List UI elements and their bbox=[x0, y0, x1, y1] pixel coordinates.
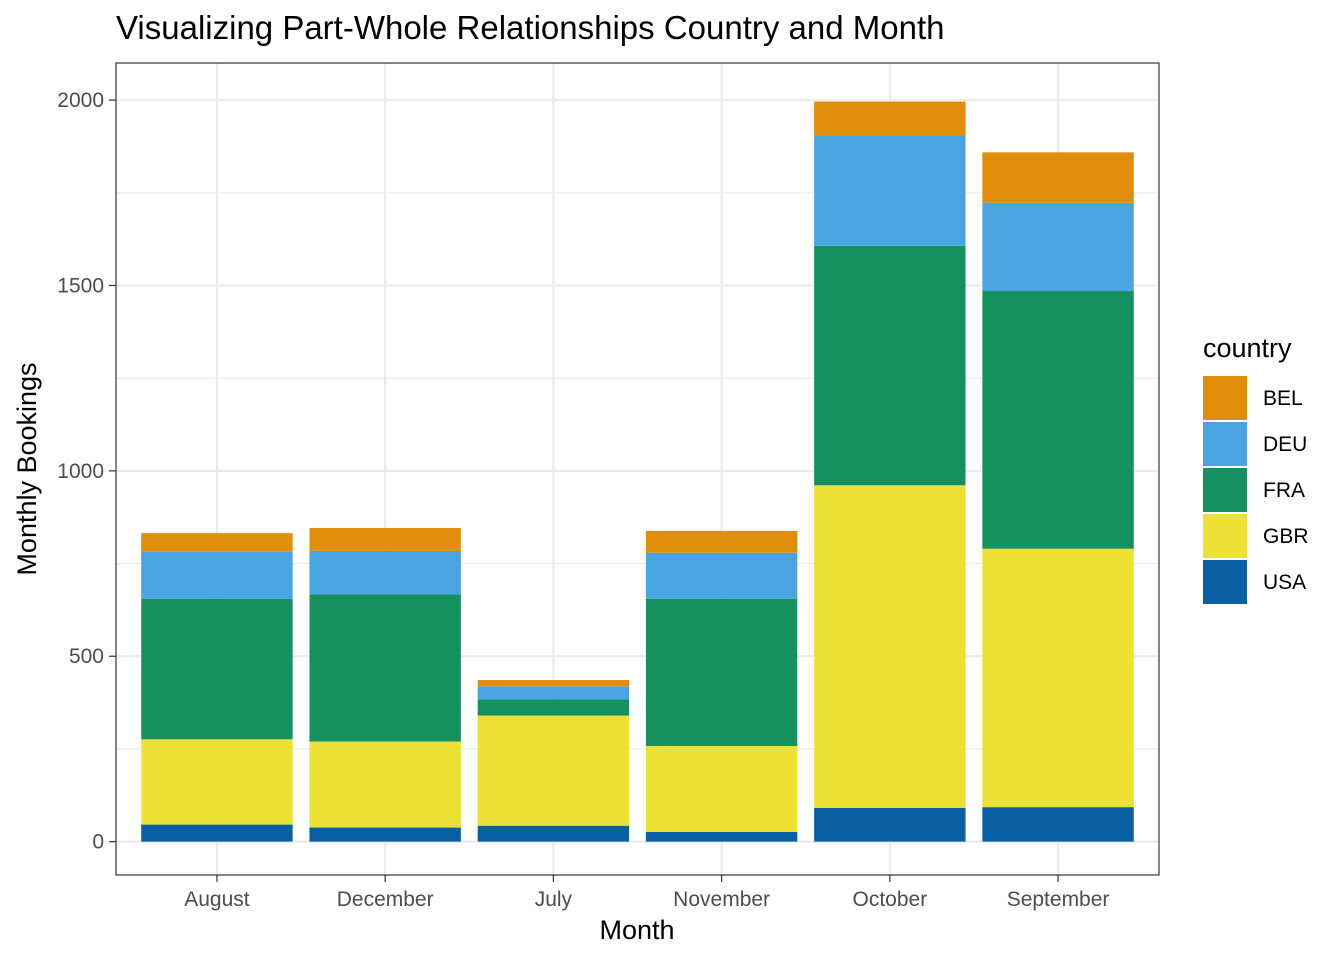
bar-segment-september-deu bbox=[982, 202, 1134, 292]
y-tick-label: 2000 bbox=[57, 89, 104, 112]
bar-segment-july-gbr bbox=[477, 715, 630, 826]
bar-segment-september-gbr bbox=[982, 548, 1134, 808]
legend-label-usa: USA bbox=[1263, 571, 1306, 594]
bar-segment-october-bel bbox=[814, 101, 966, 137]
legend-key-gbr bbox=[1203, 514, 1247, 558]
x-axis: August December July November October Septemb… bbox=[184, 875, 1109, 911]
legend-items: BEL DEU FRA GBR USA bbox=[1203, 376, 1309, 604]
plot-border bbox=[115, 62, 1160, 876]
bar-segment-october-fra bbox=[814, 245, 966, 486]
bars bbox=[141, 101, 1134, 842]
legend: country BEL DEU FRA GBR USA bbox=[1203, 333, 1309, 604]
x-tick-label-november: November bbox=[673, 888, 770, 911]
bar-segment-december-fra bbox=[309, 594, 461, 742]
bar-segment-august-usa bbox=[141, 824, 293, 842]
bar-segment-august-deu bbox=[141, 551, 293, 599]
chart-title: Visualizing Part-Whole Relationships Cou… bbox=[116, 9, 944, 46]
bar-segment-november-fra bbox=[645, 598, 798, 746]
bar-segment-september-usa bbox=[982, 807, 1134, 842]
legend-label-gbr: GBR bbox=[1263, 525, 1309, 548]
bar-segment-november-deu bbox=[645, 552, 798, 599]
y-tick-label: 500 bbox=[69, 645, 104, 668]
bar-segment-october-gbr bbox=[814, 485, 966, 808]
x-tick-label-september: September bbox=[1007, 888, 1110, 911]
x-tick-label-august: August bbox=[184, 888, 250, 911]
bar-segment-august-gbr bbox=[141, 739, 293, 825]
bar-segment-august-bel bbox=[141, 533, 293, 552]
bar-segment-october-usa bbox=[814, 807, 966, 842]
bar-segment-november-usa bbox=[645, 831, 798, 842]
bar-segment-december-deu bbox=[309, 550, 461, 595]
bar-segment-october-deu bbox=[814, 136, 966, 246]
bar-segment-december-gbr bbox=[309, 741, 461, 828]
y-axis: 0 500 1000 1500 2000 bbox=[57, 89, 116, 854]
y-axis-title: Monthly Bookings bbox=[12, 362, 42, 575]
legend-key-deu bbox=[1203, 422, 1247, 466]
bar-segment-july-fra bbox=[477, 699, 630, 716]
plot-panel bbox=[115, 62, 1160, 876]
x-tick-label-july: July bbox=[535, 888, 573, 911]
bar-segment-december-usa bbox=[309, 827, 461, 842]
legend-label-deu: DEU bbox=[1263, 433, 1307, 456]
bar-segment-august-fra bbox=[141, 598, 293, 740]
bar-segment-september-fra bbox=[982, 291, 1134, 549]
legend-label-bel: BEL bbox=[1263, 387, 1303, 410]
x-tick-label-october: October bbox=[852, 888, 927, 911]
x-tick-label-december: December bbox=[337, 888, 434, 911]
legend-title: country bbox=[1203, 333, 1292, 363]
legend-key-fra bbox=[1203, 468, 1247, 512]
y-tick-label: 0 bbox=[92, 831, 104, 854]
bar-segment-december-bel bbox=[309, 527, 461, 551]
y-tick-label: 1500 bbox=[57, 274, 104, 297]
legend-label-fra: FRA bbox=[1263, 479, 1305, 502]
bar-segment-july-deu bbox=[477, 686, 630, 700]
bar-segment-july-bel bbox=[477, 679, 630, 687]
bar-segment-september-bel bbox=[982, 152, 1134, 203]
bar-segment-july-usa bbox=[477, 825, 630, 842]
x-axis-title: Month bbox=[599, 915, 674, 945]
bar-segment-november-gbr bbox=[645, 745, 798, 832]
y-tick-label: 1000 bbox=[57, 460, 104, 483]
bar-segment-november-bel bbox=[645, 530, 798, 553]
legend-key-bel bbox=[1203, 376, 1247, 420]
legend-key-usa bbox=[1203, 560, 1247, 604]
